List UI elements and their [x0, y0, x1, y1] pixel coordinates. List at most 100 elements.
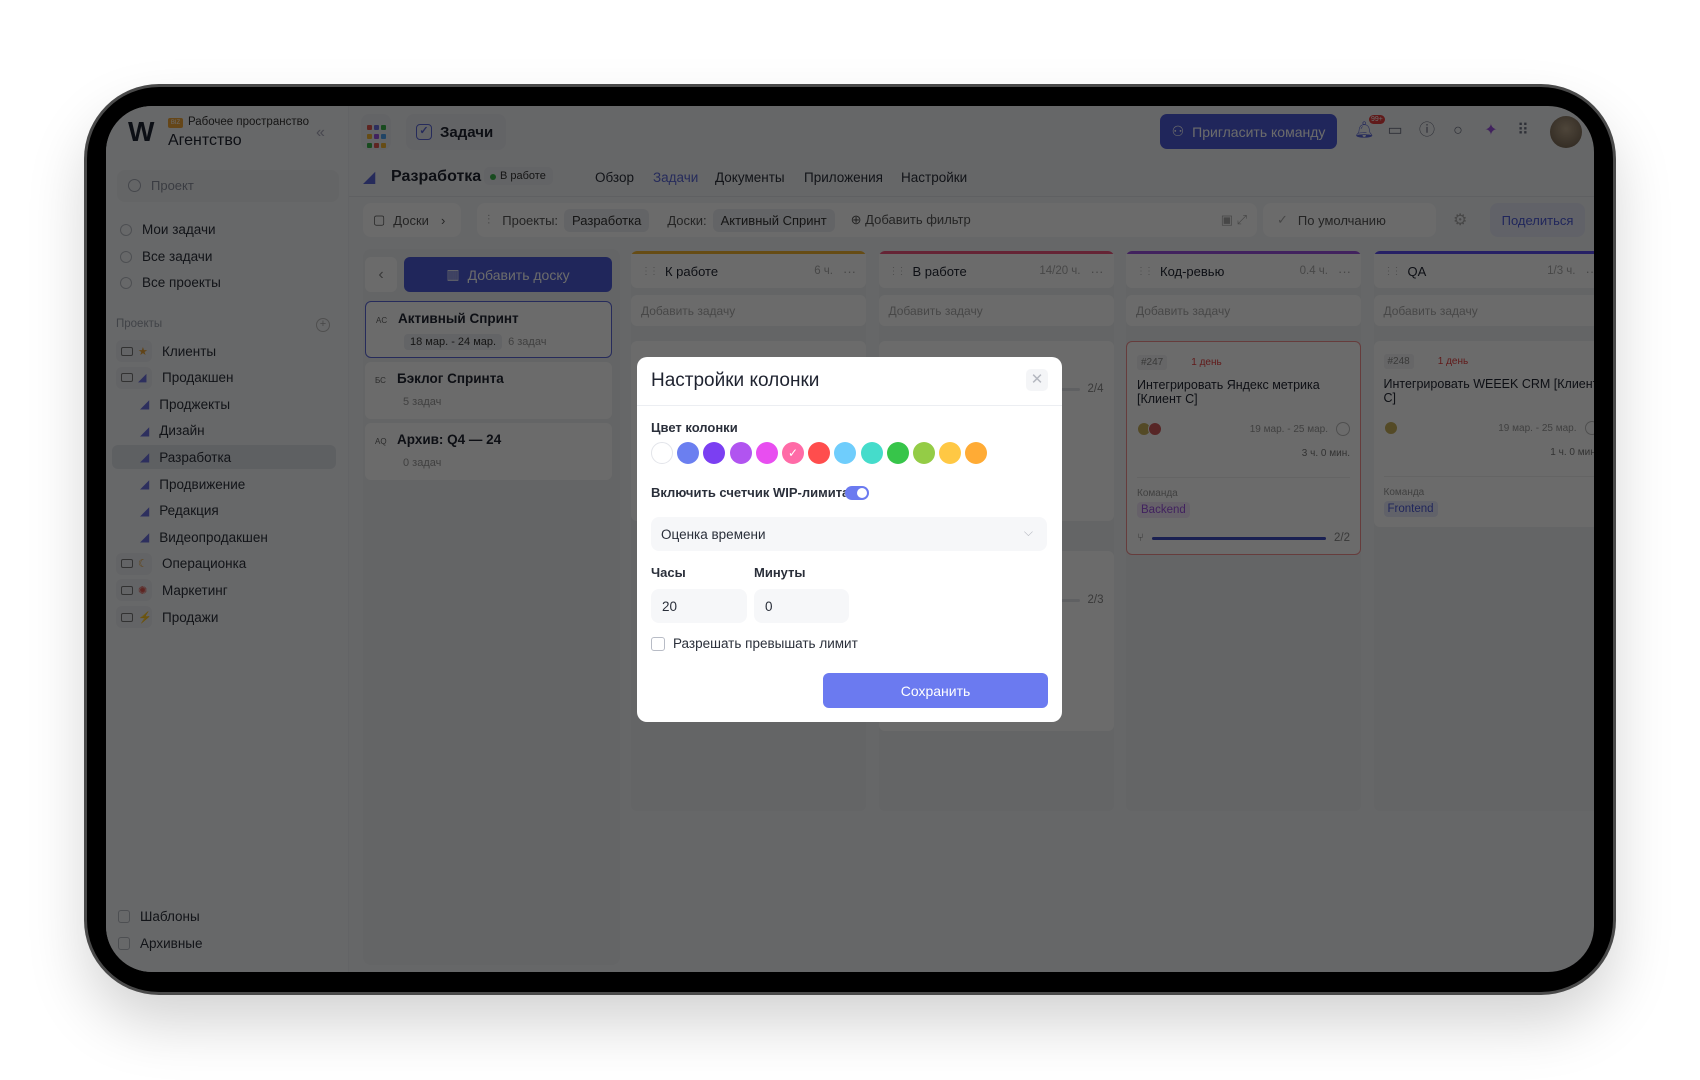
save-button[interactable]: Сохранить — [823, 673, 1048, 708]
more-icon[interactable]: ··· — [843, 263, 856, 279]
column-header[interactable]: ⋮⋮ К работе 6 ч. ··· — [631, 254, 866, 288]
color-swatch[interactable] — [755, 442, 778, 464]
status-circle-icon[interactable] — [1336, 422, 1350, 436]
tab-settings[interactable]: Настройки — [901, 170, 968, 185]
color-swatch[interactable] — [729, 442, 752, 464]
board-card[interactable]: AQ Архив: Q4 — 24 0 задач — [365, 423, 612, 480]
sidebar-nav-item[interactable]: Все проекты — [120, 275, 221, 290]
apps-grid-button[interactable] — [361, 114, 391, 150]
close-icon[interactable]: ✕ — [1026, 369, 1048, 391]
add-filter-button[interactable]: ⊕ Добавить фильтр — [850, 212, 971, 227]
more-icon[interactable]: ··· — [1338, 263, 1351, 279]
minutes-input[interactable] — [754, 589, 849, 623]
status-circle-icon[interactable] — [1584, 421, 1594, 435]
tab-documents[interactable]: Документы — [715, 170, 785, 185]
column-name: В работе — [912, 263, 967, 279]
color-swatch[interactable] — [651, 442, 673, 464]
column-header[interactable]: ⋮⋮ Код-ревью 0.4 ч. ··· — [1126, 254, 1361, 288]
tab-overview[interactable]: Обзор — [595, 170, 634, 185]
sidebar-project-item[interactable]: ◢ Проджекты — [112, 392, 336, 416]
board-card[interactable]: AC Активный Спринт 18 мар. - 24 мар. 6 зада… — [365, 301, 612, 358]
sidebar-project-item[interactable]: ✺ Маркетинг — [112, 578, 336, 602]
allow-exceed-checkbox[interactable] — [651, 637, 665, 651]
color-swatch[interactable] — [677, 442, 700, 464]
color-swatch[interactable] — [703, 442, 726, 464]
grid-icon[interactable]: ⠿ — [1517, 122, 1529, 139]
color-swatch[interactable] — [886, 442, 909, 464]
invite-team-button[interactable]: ⚇ Пригласить команду — [1160, 114, 1337, 149]
task-card[interactable]: #247 1 день Интегрировать Яндекс метрика [… — [1126, 341, 1361, 555]
add-task-button[interactable]: Добавить задачу — [878, 295, 1114, 326]
sidebar-project-item[interactable]: ★ Клиенты — [112, 339, 336, 363]
add-project-icon[interactable]: + — [316, 318, 330, 332]
color-swatch[interactable] — [913, 442, 935, 464]
hours-input[interactable] — [651, 589, 747, 623]
boards-filter-chip[interactable]: Активный Спринт — [712, 208, 835, 232]
sidebar-project-item[interactable]: ◢ Редакция — [112, 499, 336, 523]
filter-icon[interactable]: ⫶ — [487, 212, 491, 227]
sidebar-project-item[interactable]: ◢ Продакшен — [112, 366, 336, 390]
project-label: Продажи — [162, 609, 219, 625]
limit-type-value: Оценка времени — [661, 527, 766, 542]
drag-handle-icon[interactable]: ⋮⋮ — [888, 265, 907, 277]
column-header[interactable]: ⋮⋮ QA 1/3 ч. ··· — [1373, 254, 1595, 288]
sidebar-nav-item[interactable]: Мои задачи — [120, 222, 216, 237]
wip-toggle[interactable] — [845, 486, 869, 500]
sidebar-bottom-item[interactable]: Архивные — [118, 936, 203, 951]
sidebar-nav-item[interactable]: Все задачи — [120, 249, 212, 264]
add-task-button[interactable]: Добавить задачу — [1373, 295, 1594, 326]
sparkles-icon[interactable]: ✦ — [1484, 122, 1498, 139]
board-task-count: 6 задач — [508, 336, 547, 348]
add-board-button[interactable]: ▥ Добавить доску — [404, 257, 612, 292]
folder-icon[interactable]: ▭ — [1387, 122, 1403, 139]
search-icon[interactable]: ○ — [1453, 122, 1463, 139]
save-view-icon[interactable]: ▣ ⤢ — [1220, 212, 1247, 227]
tab-tasks[interactable]: Задачи — [653, 170, 699, 185]
task-card[interactable]: #248 1 день Интегрировать WEEEK CRM [Клиен… — [1373, 341, 1595, 527]
projects-filter-chip[interactable]: Разработка — [564, 208, 650, 232]
gear-icon[interactable]: ⚙ — [1453, 212, 1468, 229]
share-button[interactable]: Поделиться — [1490, 203, 1585, 237]
add-task-button[interactable]: Добавить задачу — [631, 295, 866, 326]
drag-handle-icon[interactable]: ⋮⋮ — [641, 265, 659, 277]
workspace-name[interactable]: Агентство — [168, 132, 242, 149]
color-swatch[interactable] — [965, 442, 988, 464]
sidebar-project-item[interactable]: ◢ Продвижение — [112, 472, 336, 496]
more-icon[interactable]: ··· — [1585, 263, 1595, 279]
tab-apps[interactable]: Приложения — [804, 170, 883, 185]
sidebar-project-item[interactable]: ☾ Операционка — [112, 552, 336, 576]
drag-handle-icon[interactable]: ⋮⋮ — [1136, 265, 1154, 277]
user-avatar[interactable] — [1550, 116, 1582, 148]
chevron-down-icon: ⌵ — [1023, 525, 1033, 539]
more-icon[interactable]: ··· — [1090, 263, 1104, 279]
boards-toggle[interactable]: ▢ Доски › — [363, 203, 461, 237]
target-icon: ✺ — [138, 584, 148, 597]
bell-icon[interactable]: 🔔︎ — [1354, 122, 1375, 139]
column-header[interactable]: ⋮⋮ В работе 14/20 ч. ··· — [878, 254, 1114, 288]
color-swatch[interactable]: ✓ — [782, 442, 804, 464]
board-card[interactable]: БС Бэклог Спринта 5 задач — [365, 362, 612, 419]
section-tasks-chip[interactable]: ✓ Задачи — [406, 114, 506, 150]
folder-icon: ◢ — [116, 366, 152, 389]
column-name: К работе — [665, 263, 719, 279]
sidebar-project-item[interactable]: ◢ Дизайн — [112, 419, 336, 443]
project-search-input[interactable]: Проект — [117, 170, 339, 202]
help-icon[interactable]: ⓘ — [1418, 122, 1435, 139]
limit-type-select[interactable]: Оценка времени ⌵ — [651, 517, 1047, 551]
color-swatch[interactable] — [939, 442, 962, 464]
task-title: Интегрировать WEEEK CRM [Клиент C] — [1383, 377, 1595, 405]
check-icon: ✓ — [787, 446, 799, 460]
view-select[interactable]: ✓ По умолчанию — [1263, 203, 1436, 237]
sidebar-bottom-item[interactable]: Шаблоны — [118, 909, 200, 924]
color-swatch[interactable] — [808, 442, 831, 464]
add-task-button[interactable]: Добавить задачу — [1126, 295, 1361, 326]
sidebar-project-item[interactable]: ⚡ Продажи — [112, 605, 336, 629]
sidebar-project-item[interactable]: ◢ Видеопродакшен — [112, 525, 336, 549]
sidebar-project-item[interactable]: ◢ Разработка — [112, 445, 336, 470]
color-swatch[interactable] — [860, 442, 883, 464]
collapse-sidebar-icon[interactable]: « — [316, 124, 325, 141]
back-button[interactable]: ‹ — [365, 257, 397, 292]
project-status-badge[interactable]: В работе — [484, 167, 553, 185]
drag-handle-icon[interactable]: ⋮⋮ — [1383, 265, 1402, 277]
color-swatch[interactable] — [834, 442, 857, 464]
